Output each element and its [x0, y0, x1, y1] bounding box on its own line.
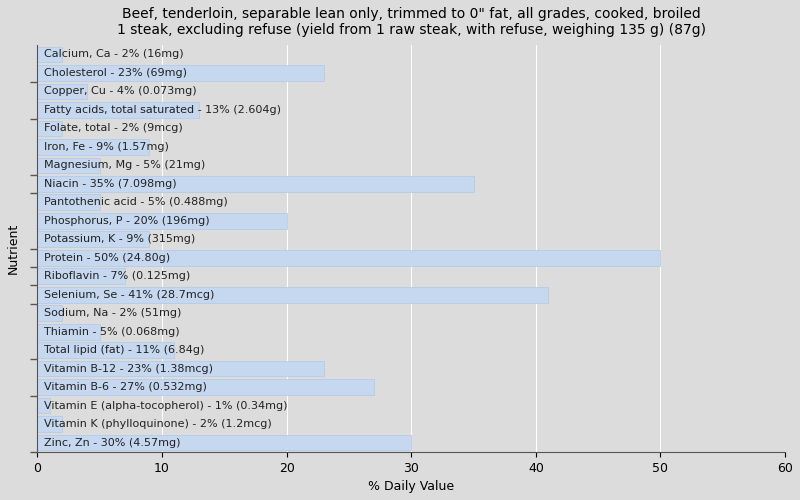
Text: Zinc, Zn - 30% (4.57mg): Zinc, Zn - 30% (4.57mg): [43, 438, 180, 448]
Text: Total lipid (fat) - 11% (6.84g): Total lipid (fat) - 11% (6.84g): [43, 345, 204, 355]
Bar: [38, 84, 87, 100]
Text: Vitamin E (alpha-tocopherol) - 1% (0.34mg): Vitamin E (alpha-tocopherol) - 1% (0.34m…: [43, 400, 287, 410]
Bar: [38, 434, 411, 450]
Bar: [38, 324, 100, 340]
X-axis label: % Daily Value: % Daily Value: [368, 480, 454, 493]
Bar: [38, 213, 286, 228]
Text: Vitamin K (phylloquinone) - 2% (1.2mcg): Vitamin K (phylloquinone) - 2% (1.2mcg): [43, 419, 271, 429]
Text: Calcium, Ca - 2% (16mg): Calcium, Ca - 2% (16mg): [43, 50, 183, 59]
Text: Magnesium, Mg - 5% (21mg): Magnesium, Mg - 5% (21mg): [43, 160, 205, 170]
Text: Vitamin B-12 - 23% (1.38mcg): Vitamin B-12 - 23% (1.38mcg): [43, 364, 213, 374]
Bar: [38, 416, 62, 432]
Text: Selenium, Se - 41% (28.7mcg): Selenium, Se - 41% (28.7mcg): [43, 290, 214, 300]
Bar: [38, 287, 548, 302]
Bar: [38, 46, 62, 62]
Bar: [38, 398, 50, 413]
Bar: [38, 65, 324, 81]
Bar: [38, 102, 199, 118]
Bar: [38, 232, 150, 247]
Text: Cholesterol - 23% (69mg): Cholesterol - 23% (69mg): [43, 68, 186, 78]
Title: Beef, tenderloin, separable lean only, trimmed to 0" fat, all grades, cooked, br: Beef, tenderloin, separable lean only, t…: [117, 7, 706, 37]
Text: Pantothenic acid - 5% (0.488mg): Pantothenic acid - 5% (0.488mg): [43, 198, 227, 207]
Bar: [38, 176, 474, 192]
Text: Vitamin B-6 - 27% (0.532mg): Vitamin B-6 - 27% (0.532mg): [43, 382, 206, 392]
Bar: [38, 268, 125, 284]
Text: Riboflavin - 7% (0.125mg): Riboflavin - 7% (0.125mg): [43, 271, 190, 281]
Text: Thiamin - 5% (0.068mg): Thiamin - 5% (0.068mg): [43, 326, 179, 336]
Text: Copper, Cu - 4% (0.073mg): Copper, Cu - 4% (0.073mg): [43, 86, 196, 97]
Text: Phosphorus, P - 20% (196mg): Phosphorus, P - 20% (196mg): [43, 216, 209, 226]
Bar: [38, 361, 324, 376]
Text: Niacin - 35% (7.098mg): Niacin - 35% (7.098mg): [43, 179, 176, 189]
Bar: [38, 306, 62, 321]
Bar: [38, 342, 174, 358]
Text: Sodium, Na - 2% (51mg): Sodium, Na - 2% (51mg): [43, 308, 181, 318]
Bar: [38, 380, 374, 395]
Bar: [38, 120, 62, 136]
Text: Potassium, K - 9% (315mg): Potassium, K - 9% (315mg): [43, 234, 194, 244]
Y-axis label: Nutrient: Nutrient: [7, 223, 20, 274]
Bar: [38, 194, 100, 210]
Text: Iron, Fe - 9% (1.57mg): Iron, Fe - 9% (1.57mg): [43, 142, 169, 152]
Bar: [38, 250, 661, 266]
Text: Folate, total - 2% (9mcg): Folate, total - 2% (9mcg): [43, 124, 182, 134]
Text: Protein - 50% (24.80g): Protein - 50% (24.80g): [43, 253, 170, 263]
Text: Fatty acids, total saturated - 13% (2.604g): Fatty acids, total saturated - 13% (2.60…: [43, 105, 281, 115]
Bar: [38, 139, 150, 154]
Bar: [38, 158, 100, 173]
